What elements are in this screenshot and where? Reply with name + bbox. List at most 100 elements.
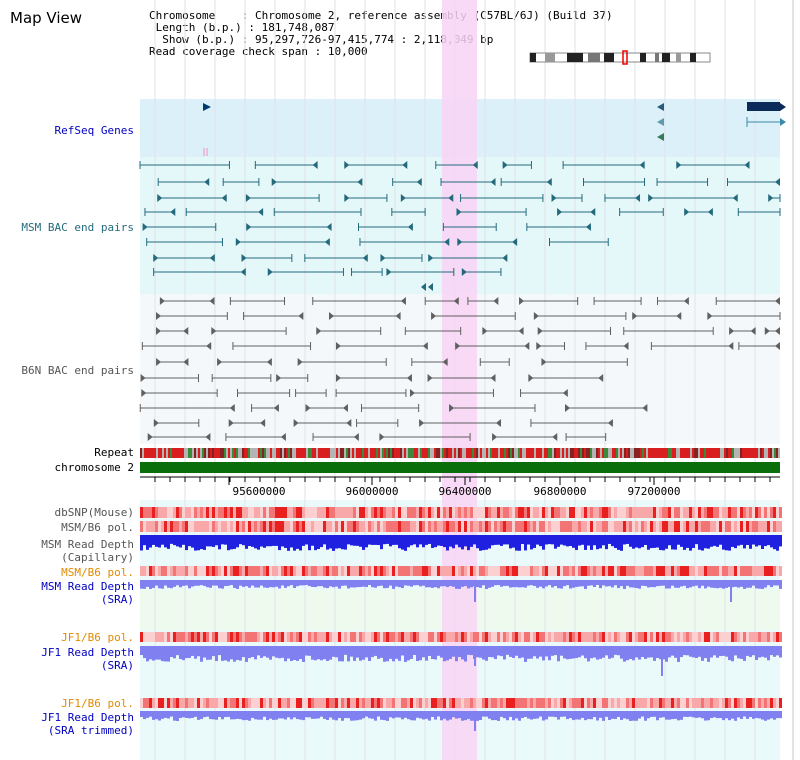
msm-bac-pair [170, 208, 176, 216]
jf1-depth-sra-mark [551, 646, 554, 656]
jf1-pol-trimmed-mark [746, 698, 749, 708]
jf1-pol-mark [185, 632, 188, 642]
msm-pol-mark [290, 521, 293, 532]
b6n-bac-pair [276, 374, 282, 382]
repeat-mark [224, 448, 226, 458]
jf1-depth-sra-mark [374, 646, 377, 656]
repeat-mark [350, 448, 352, 458]
dbsnp-mark [401, 507, 404, 518]
msm-pol-mark [707, 521, 710, 532]
msm-depth-capillary-mark [707, 535, 710, 549]
jf1-depth-trimmed-mark [743, 711, 746, 717]
msm-depth-sra-mark [266, 580, 269, 588]
msm-depth-sra-mark [608, 580, 611, 587]
msm-depth-capillary-mark [764, 535, 767, 547]
repeat-mark [686, 448, 688, 458]
jf1-depth-trimmed-mark [578, 711, 581, 720]
jf1-depth-trimmed-mark [197, 711, 200, 720]
msm-pol-mark [485, 521, 488, 532]
dbsnp-mark [161, 507, 164, 518]
jf1-depth-trimmed-mark [152, 711, 155, 720]
repeat-mark [142, 448, 144, 458]
msm-pol-sra-mark [269, 566, 272, 576]
msm-pol-sra-mark [338, 566, 341, 576]
jf1-pol-mark [431, 632, 434, 642]
repeat-mark [286, 448, 288, 458]
jf1-depth-trimmed-mark [731, 711, 734, 719]
track-label-b6n-bac: B6N BAC end pairs [21, 364, 134, 377]
jf1-depth-trimmed-mark [188, 711, 191, 719]
jf1-pol-trimmed-mark [668, 698, 671, 708]
msm-depth-sra-mark [320, 580, 323, 587]
dbsnp-mark [518, 507, 521, 518]
msm-pol-sra-mark [659, 566, 662, 576]
msm-pol-sra-mark [344, 566, 347, 576]
msm-pol-mark [449, 521, 452, 532]
msm-pol-sra-mark [680, 566, 683, 576]
b6n-bac-pair [707, 312, 713, 320]
msm-pol-mark [734, 521, 737, 532]
msm-pol-sra-mark [155, 566, 158, 576]
msm-pol-sra-mark [626, 566, 629, 576]
msm-bac-pair [775, 178, 780, 186]
b6n-bac-pair [598, 374, 604, 382]
jf1-depth-sra-mark [599, 646, 602, 659]
jf1-depth-trimmed-mark [554, 711, 557, 718]
jf1-pol-mark [605, 632, 608, 642]
msm-depth-capillary-mark [566, 535, 569, 547]
jf1-depth-trimmed-mark [362, 711, 365, 719]
jf1-depth-trimmed-mark [230, 711, 233, 720]
jf1-depth-trimmed-mark [494, 711, 497, 721]
msm-depth-capillary-mark [521, 535, 524, 545]
dbsnp-mark [164, 507, 167, 518]
jf1-depth-sra-mark [623, 646, 626, 662]
repeat-mark [284, 448, 286, 458]
b6n-bac-pair [400, 297, 406, 305]
dbsnp-mark [596, 507, 599, 518]
msm-pol-mark [605, 521, 608, 532]
msm-pol-sra-mark [389, 566, 392, 576]
repeat-mark [528, 448, 530, 458]
msm-pol-sra-mark [287, 566, 290, 576]
jf1-pol-trimmed-mark [665, 698, 668, 708]
jf1-depth-trimmed-mark [416, 711, 419, 718]
repeat-mark [330, 448, 332, 458]
msm-pol-mark [632, 521, 635, 532]
repeat-mark [764, 448, 766, 458]
ideogram-position-marker [622, 50, 628, 65]
ideogram-band [567, 53, 583, 62]
repeat-mark [154, 448, 156, 458]
repeat-mark [256, 448, 258, 458]
repeat-mark [522, 448, 524, 458]
dbsnp-mark [440, 507, 443, 518]
jf1-pol-trimmed-mark [575, 698, 578, 708]
jf1-depth-sra-mark [362, 646, 365, 660]
jf1-depth-trimmed-mark [749, 711, 752, 717]
jf1-pol-mark [191, 632, 194, 642]
repeat-mark [432, 448, 434, 458]
jf1-depth-trimmed-mark [320, 711, 323, 717]
jf1-pol-trimmed-mark [473, 698, 476, 708]
b6n-bac-pair [395, 312, 401, 320]
jf1-pol-trimmed-mark [686, 698, 689, 708]
repeat-mark [770, 448, 772, 458]
track-label-msm-pol: MSM/B6 pol. [61, 521, 134, 534]
jf1-pol-mark [548, 632, 551, 642]
dbsnp-mark [641, 507, 644, 518]
msm-depth-sra-mark [761, 580, 764, 589]
msm-pol-mark [569, 521, 572, 532]
b6n-bac-pair [335, 374, 341, 382]
msm-depth-sra-mark [779, 580, 782, 589]
msm-depth-sra-mark [569, 580, 572, 589]
dbsnp-mark [293, 507, 296, 518]
msm-pol-mark [689, 521, 692, 532]
jf1-pol-mark [584, 632, 587, 642]
jf1-pol-mark [224, 632, 227, 642]
jf1-depth-trimmed-mark [215, 711, 218, 720]
msm-depth-sra-mark [752, 580, 755, 586]
jf1-pol-mark [170, 632, 173, 642]
repeat-mark [694, 448, 696, 458]
jf1-depth-trimmed-mark [455, 711, 458, 719]
jf1-depth-trimmed-mark [590, 711, 593, 720]
